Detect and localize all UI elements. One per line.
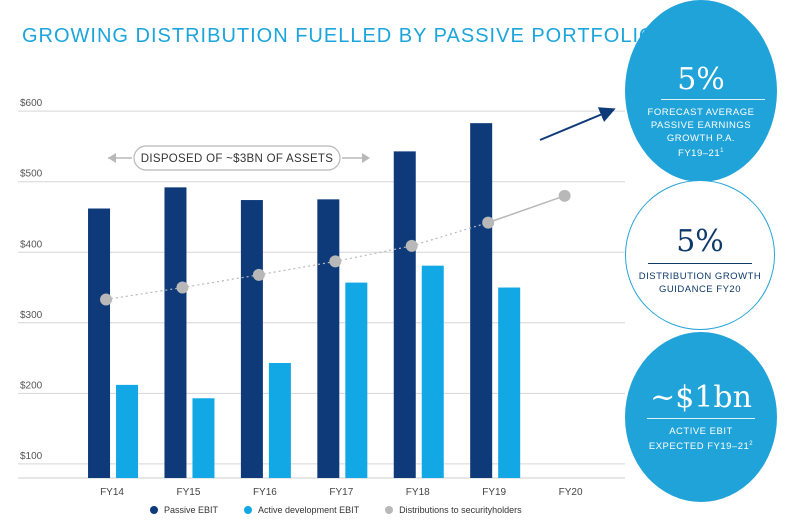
legend-swatch-active [244, 506, 253, 514]
x-tick-label: FY17 [329, 487, 353, 498]
active-ebit-circle: ~$1bn ACTIVE EBIT EXPECTED FY19–212 [625, 332, 777, 502]
y-tick-label: $500 [20, 169, 43, 180]
legend-item-active: Active development EBIT [244, 505, 359, 515]
y-axis-ticks: $100 $200 $300 $400 $500 $600 [20, 98, 43, 462]
distribution-line-segment [411, 222, 489, 247]
growth-arrow [539, 107, 616, 141]
legend: Passive EBIT Active development EBIT Dis… [150, 505, 548, 515]
distribution-growth-circle: 5% DISTRIBUTION GROWTH GUIDANCE FY20 [625, 180, 775, 330]
bar-active-fy19 [498, 287, 521, 478]
bar-passive-fy16 [240, 200, 263, 478]
earnings-growth-circle: 5% FORECAST AVERAGE PASSIVE EARNINGS GRO… [625, 0, 777, 182]
earnings-growth-caption: FORECAST AVERAGE PASSIVE EARNINGS GROWTH… [647, 107, 755, 160]
page-title: GROWING DISTRIBUTION FUELLED BY PASSIVE … [22, 25, 656, 47]
distribution-point-fy15 [176, 281, 189, 294]
bar-passive-fy14 [88, 208, 111, 478]
bar-active-fy14 [116, 384, 139, 478]
x-tick-label: FY15 [177, 487, 201, 498]
distribution-series [100, 189, 571, 306]
active-ebit-caption: ACTIVE EBIT EXPECTED FY19–212 [648, 426, 754, 453]
y-tick-label: $200 [20, 380, 43, 391]
divider [647, 418, 755, 419]
bars [88, 123, 521, 478]
disposal-annotation-label: DISPOSED OF ~$3BN OF ASSETS [141, 153, 334, 165]
divider [661, 99, 765, 100]
distribution-growth-value: 5% [676, 224, 724, 259]
y-tick-label: $600 [20, 98, 43, 109]
legend-item-passive: Passive EBIT [150, 505, 218, 515]
y-tick-label: $400 [20, 239, 43, 250]
legend-item-distribution: Distributions to securityholders [385, 505, 522, 515]
distribution-point-fy18 [405, 239, 418, 252]
legend-swatch-passive [150, 506, 158, 514]
x-tick-label: FY14 [100, 487, 124, 498]
x-tick-label: FY18 [406, 487, 430, 498]
bar-passive-fy19 [470, 123, 493, 478]
bar-passive-fy17 [317, 199, 340, 478]
bar-active-fy17 [345, 282, 368, 478]
bar-active-fy16 [268, 363, 291, 478]
distribution-point-fy17 [329, 255, 342, 268]
distribution-point-fy14 [100, 293, 113, 306]
bar-passive-fy15 [164, 187, 187, 478]
divider [648, 263, 752, 264]
bar-passive-fy18 [393, 151, 416, 478]
disposal-annotation: DISPOSED OF ~$3BN OF ASSETS [108, 145, 370, 171]
distribution-point-fy20 [558, 189, 571, 202]
x-tick-label: FY16 [253, 487, 277, 498]
distribution-point-fy19 [482, 216, 495, 229]
legend-swatch-distribution [385, 506, 394, 514]
bar-active-fy18 [421, 265, 444, 478]
distribution-growth-caption: DISTRIBUTION GROWTH GUIDANCE FY20 [638, 271, 762, 295]
earnings-growth-value: 5% [677, 62, 725, 97]
x-tick-label: FY20 [559, 487, 583, 498]
distribution-line-segment [487, 195, 565, 224]
bar-active-fy15 [192, 398, 215, 478]
distribution-point-fy16 [252, 268, 265, 281]
y-tick-label: $100 [20, 451, 43, 462]
active-ebit-value: ~$1bn [650, 380, 752, 415]
x-tick-label: FY19 [482, 487, 506, 498]
x-axis-ticks: FY14 FY15 FY16 FY17 FY18 FY19 FY20 [100, 487, 583, 498]
y-tick-label: $300 [20, 310, 43, 321]
